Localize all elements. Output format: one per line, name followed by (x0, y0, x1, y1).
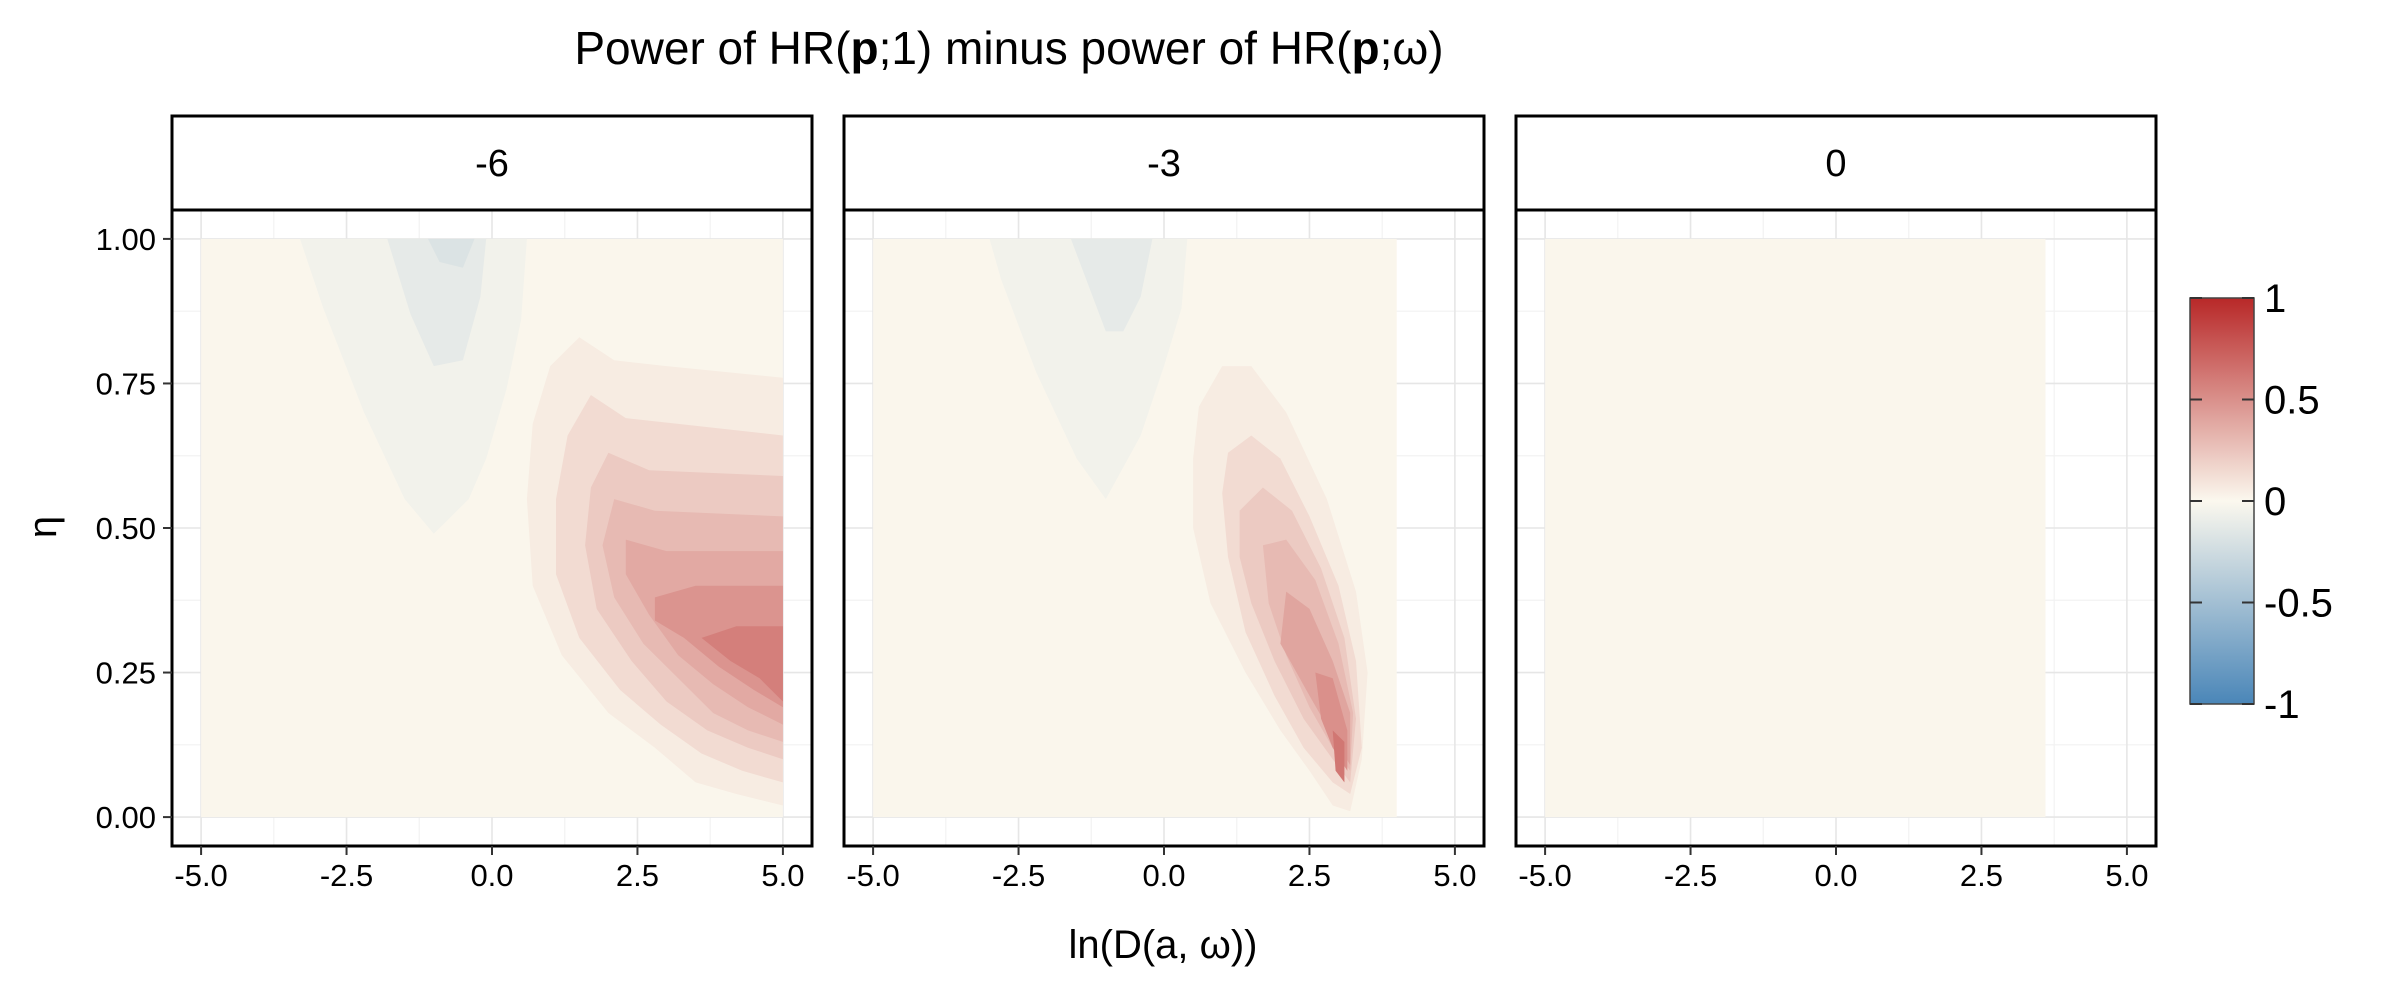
y-tick-label: 0.50 (96, 511, 156, 546)
contour-region (1332, 730, 1345, 783)
chart-title: Power of HR(p;1) minus power of HR(p;ω) (574, 22, 1443, 74)
x-tick-label: 2.5 (1960, 858, 2003, 893)
facet-panel: -3 -5.0 -2.5 0.0 2.5 5.0 (842, 114, 1486, 893)
facet-strip (170, 114, 814, 212)
facet-panel: -6 -5.0 -2.5 0.0 2.5 5.0 0.00 0.25 0.50 0.75 1.00 (96, 114, 814, 893)
legend-tick-label: 0 (2264, 480, 2286, 524)
x-tick-label: -5.0 (1518, 858, 1571, 893)
contour-region (701, 626, 783, 702)
x-tick-label: 0.0 (1142, 858, 1185, 893)
heatmap-base-region (1545, 238, 2046, 818)
facet-strip (1514, 114, 2158, 212)
x-tick-label: -2.5 (992, 858, 1045, 893)
contour-region (387, 238, 487, 367)
legend-tick-label: 1 (2264, 277, 2286, 321)
x-tick-label: 5.0 (2105, 858, 2148, 893)
title-suffix: ;ω) (1380, 22, 1444, 74)
contour-region (1070, 238, 1153, 332)
x-tick-label: 5.0 (761, 858, 804, 893)
facet-panel: 0 -5.0 -2.5 0.0 2.5 5.0 (1514, 114, 2158, 893)
x-tick-label: 2.5 (1288, 858, 1331, 893)
facet-panels: -6-5.0 -2.5 0.0 2.5 5.00.000.250.500.751.00-… (96, 114, 2158, 893)
y-tick-label: 1.00 (96, 222, 156, 257)
x-tick-label: 2.5 (616, 858, 659, 893)
y-tick-label: 0.00 (96, 800, 156, 835)
title-middle: ;1) minus power of HR( (879, 22, 1353, 74)
x-tick-label: 0.0 (1814, 858, 1857, 893)
color-legend: 1 0.5 0 -0.5 -1 (2189, 277, 2333, 727)
title-bold-1: p (850, 22, 878, 74)
x-tick-label: -5.0 (846, 858, 899, 893)
x-axis-title: ln(D(a, ω)) (1068, 923, 1257, 967)
x-tick-label: -5.0 (174, 858, 227, 893)
contour-region (989, 238, 1188, 500)
x-tick-label: 5.0 (1433, 858, 1476, 893)
y-tick-label: 0.25 (96, 656, 156, 691)
y-axis-title: η (21, 516, 65, 538)
contour-region (428, 238, 475, 268)
title-prefix: Power of HR( (574, 22, 851, 74)
legend-tick-label: 0.5 (2264, 379, 2320, 423)
x-tick-label: -2.5 (320, 858, 373, 893)
facet-strip-label: -6 (475, 143, 509, 185)
x-tick-label: -2.5 (1664, 858, 1717, 893)
facet-strip (842, 114, 1486, 212)
facet-strip-label: -3 (1147, 143, 1181, 185)
facet-strip-label: 0 (1825, 143, 1846, 185)
legend-tick-label: -1 (2264, 683, 2300, 727)
legend-tick-label: -0.5 (2264, 582, 2333, 626)
x-tick-label: 0.0 (470, 858, 513, 893)
y-tick-label: 0.75 (96, 366, 156, 401)
title-bold-2: p (1351, 22, 1379, 74)
